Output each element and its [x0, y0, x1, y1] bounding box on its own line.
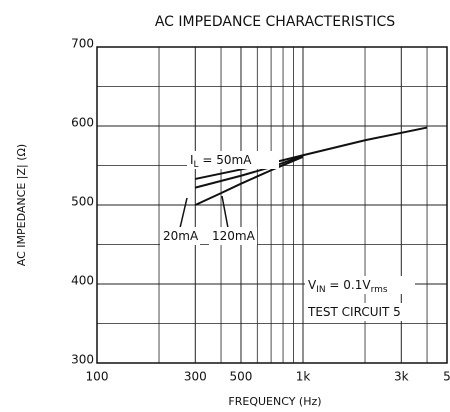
x-tick-label: 5	[443, 370, 450, 384]
annotation-bg	[305, 303, 415, 321]
y-axis-label: AC IMPEDANCE |Z| (Ω)	[15, 144, 28, 266]
annotation: VIN = 0.1Vrms	[308, 278, 388, 295]
x-tick-label: 100	[86, 370, 109, 384]
annotation-text: 120mA	[212, 229, 256, 243]
y-tick-label: 600	[71, 116, 94, 130]
y-tick-label: 700	[71, 37, 94, 51]
y-tick-label: 300	[71, 353, 94, 367]
annotation-text: V	[308, 278, 317, 292]
chart-title: AC IMPEDANCE CHARACTERISTICS	[155, 14, 395, 30]
arrow	[179, 197, 188, 229]
plot-frame	[96, 46, 448, 364]
annotation-text: 20mA	[163, 229, 199, 243]
subscript: rms	[371, 285, 388, 295]
line-series	[195, 126, 428, 180]
y-tick-label: 400	[71, 274, 94, 288]
annotation: IL = 50mA	[190, 153, 252, 170]
arrow	[221, 195, 229, 229]
subscript: IN	[316, 285, 325, 295]
annotation: 20mA	[163, 229, 199, 243]
x-axis-label: FREQUENCY (Hz)	[228, 395, 321, 408]
annotation-text: = 0.1V	[326, 278, 372, 292]
annotation-bg	[305, 276, 415, 294]
annotation-bg	[187, 151, 279, 169]
annotation-text: = 50mA	[199, 153, 253, 167]
line-series	[194, 155, 304, 206]
line-series	[195, 155, 304, 189]
x-tick-label: 300	[184, 370, 207, 384]
y-tick-label: 500	[71, 195, 94, 209]
x-tick-label: 3k	[394, 370, 409, 384]
annotation-text: TEST CIRCUIT 5	[307, 305, 401, 319]
annotation-text: I	[190, 153, 194, 167]
x-tick-label: 500	[230, 370, 253, 384]
x-tick-label: 1k	[296, 370, 311, 384]
annotation-bg	[160, 227, 200, 245]
annotation: TEST CIRCUIT 5	[307, 305, 401, 319]
annotation-bg	[209, 227, 257, 245]
subscript: L	[194, 160, 199, 170]
annotation: 120mA	[212, 229, 256, 243]
